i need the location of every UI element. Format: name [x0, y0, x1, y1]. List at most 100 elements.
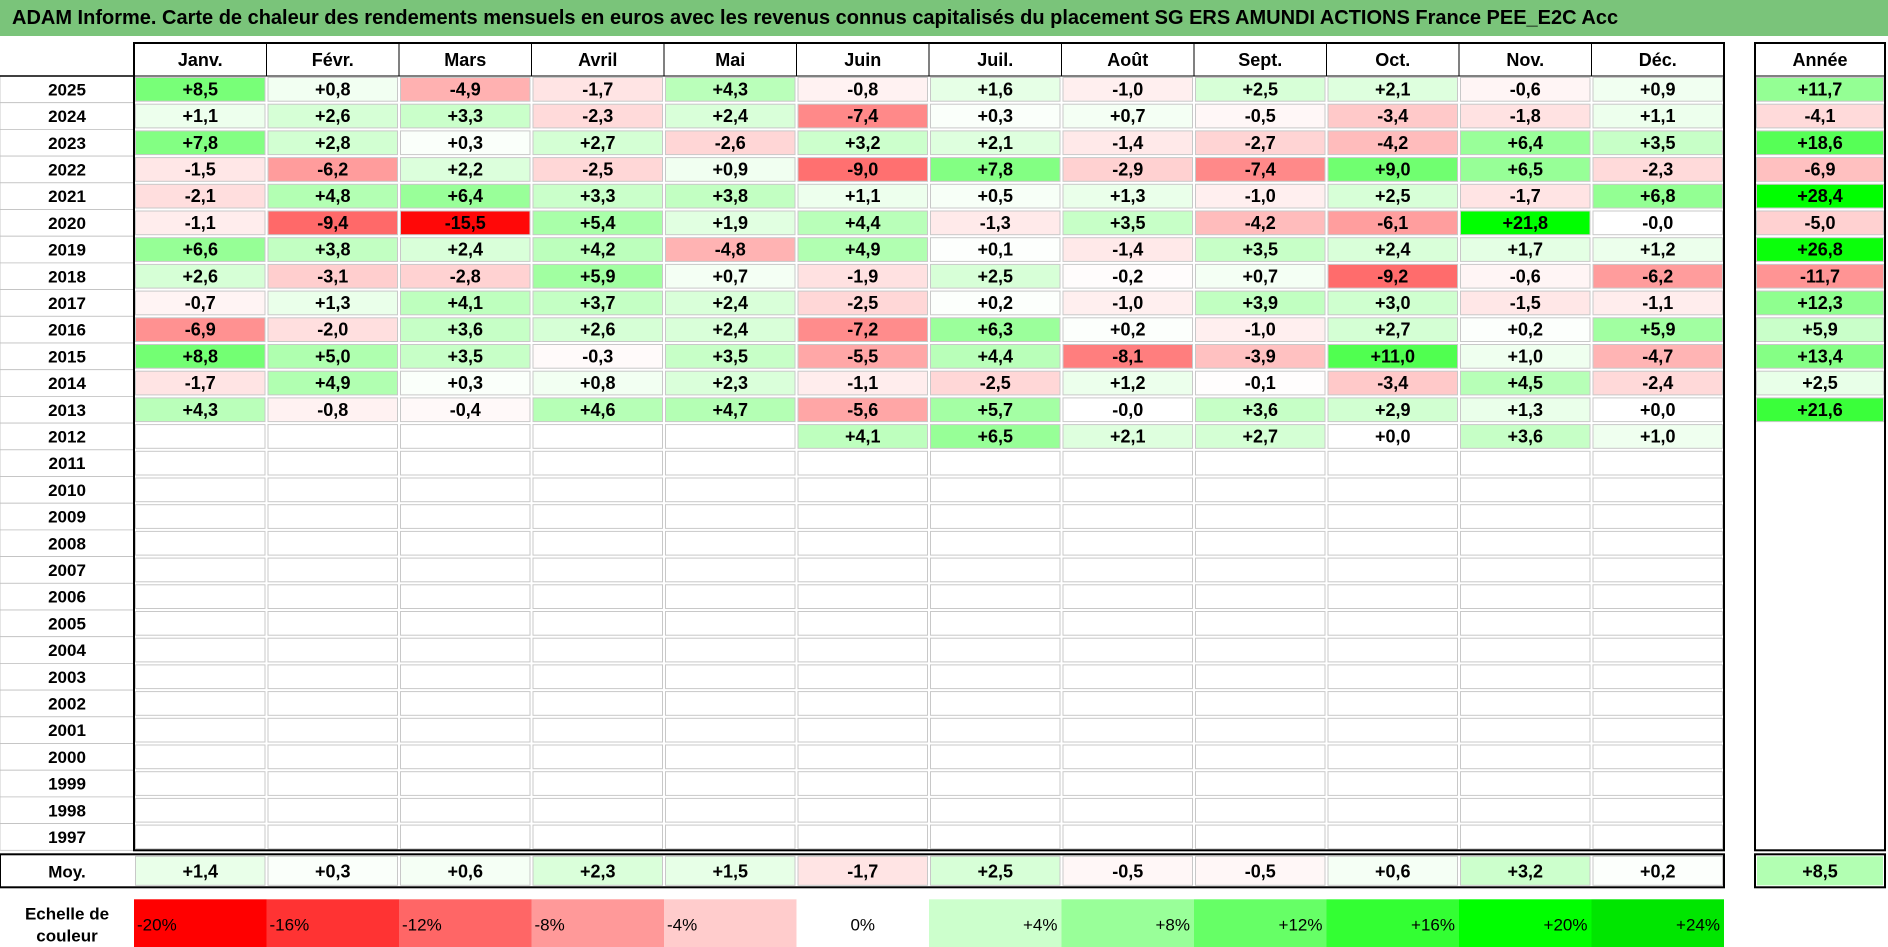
heatmap-cell: [1062, 530, 1193, 556]
cell-value: +2,4: [447, 240, 483, 260]
heatmap-cell: [930, 557, 1061, 583]
month-label: Juin: [844, 50, 881, 70]
heatmap-cell: [400, 424, 531, 449]
scale-value: +12%: [1279, 915, 1323, 934]
cell-value: +6,5: [977, 426, 1013, 446]
heatmap-cell: [400, 317, 531, 342]
heatmap-cell: [267, 530, 398, 556]
heatmap-cell: [400, 370, 531, 396]
cell-value: -0,6: [1510, 266, 1541, 286]
heatmap-cell: [1195, 611, 1326, 636]
average-value: +2,3: [580, 861, 616, 881]
cell-value: +2,6: [182, 266, 218, 286]
annual-cell: [1756, 237, 1884, 262]
heatmap-cell: [1460, 370, 1591, 396]
average-cell: [797, 855, 928, 886]
year-label: 2003: [48, 668, 86, 687]
year-cell: [0, 155, 135, 184]
heatmap-cell: [135, 797, 266, 823]
annual-cell: [1756, 424, 1884, 449]
cell-value: +4,6: [580, 400, 616, 420]
cell-value: +0,2: [977, 293, 1013, 313]
heatmap-cell: [400, 797, 531, 823]
cell-value: +0,7: [1242, 266, 1278, 286]
heatmap-cell: [930, 477, 1061, 503]
cell-value: -4,9: [450, 79, 481, 99]
annual-cell: [1756, 584, 1884, 609]
cell-value: -1,4: [1112, 240, 1143, 260]
heatmap-cell: [532, 557, 663, 583]
cell-value: +2,4: [712, 293, 748, 313]
month-label: Mai: [715, 50, 745, 70]
heatmap-cell: [665, 317, 796, 342]
heatmap-cell: [665, 611, 796, 636]
cell-value: -1,9: [847, 266, 878, 286]
heatmap-cell: [400, 103, 531, 129]
cell-value: +6,4: [1507, 133, 1543, 153]
cell-value: -3,4: [1377, 373, 1408, 393]
heatmap-cell: [400, 157, 531, 182]
cell-value: +2,2: [447, 159, 483, 179]
year-cell: [0, 609, 135, 638]
cell-value: -2,9: [1112, 159, 1143, 179]
cell-value: +4,4: [845, 213, 881, 233]
cell-value: -0,1: [1245, 373, 1276, 393]
cell-value: +0,0: [1640, 400, 1676, 420]
heatmap-cell: [1062, 210, 1193, 236]
cell-value: -4,7: [1642, 346, 1673, 366]
average-value: +0,6: [447, 861, 483, 881]
heatmap-cell: [1460, 771, 1591, 796]
heatmap-cell: [1460, 397, 1591, 423]
heatmap-cell: [135, 183, 266, 209]
year-label: 2015: [48, 347, 86, 366]
cell-value: +2,4: [1375, 240, 1411, 260]
heatmap-cell: [1592, 157, 1723, 182]
cell-value: -0,7: [185, 293, 216, 313]
cell-value: -6,9: [185, 320, 216, 340]
heatmap-cell: [532, 290, 663, 316]
cell-value: -0,3: [582, 346, 613, 366]
heatmap-cell: [1195, 637, 1326, 663]
heatmap-cell: [532, 210, 663, 236]
heatmap-cell: [797, 450, 928, 476]
average-cell: [400, 855, 531, 886]
annual-value: +28,4: [1797, 186, 1843, 206]
cell-value: -6,2: [317, 159, 348, 179]
heatmap-cell: [1460, 557, 1591, 583]
month-label: Déc.: [1639, 50, 1677, 70]
year-label: 2010: [48, 481, 86, 500]
heatmap-cell: [1195, 290, 1326, 316]
heatmap-cell: [665, 477, 796, 503]
cell-value: -2,5: [980, 373, 1011, 393]
heatmap-cell: [532, 530, 663, 556]
heatmap-cell: [135, 691, 266, 716]
heatmap-cell: [1195, 344, 1326, 369]
year-cell: [0, 582, 135, 611]
cell-value: +2,1: [1110, 426, 1146, 446]
heatmap-cell: [267, 717, 398, 743]
heatmap-cell: [1327, 424, 1458, 449]
heatmap-cell: [400, 397, 531, 423]
annual-cell: [1756, 157, 1884, 182]
heatmap-cell: [1062, 504, 1193, 529]
heatmap-cell: [267, 504, 398, 529]
heatmap-cell: [930, 183, 1061, 209]
cell-value: -1,4: [1112, 133, 1143, 153]
heatmap-cell: [532, 263, 663, 289]
heatmap-cell: [532, 584, 663, 609]
heatmap-cell: [1327, 744, 1458, 770]
heatmap-cell: [930, 584, 1061, 609]
cell-value: +4,8: [315, 186, 351, 206]
cell-value: -2,3: [582, 106, 613, 126]
heatmap-cell: [135, 450, 266, 476]
cell-value: +1,2: [1110, 373, 1146, 393]
heatmap-cell: [400, 530, 531, 556]
heatmap-cell: [1460, 450, 1591, 476]
heatmap-cell: [1195, 744, 1326, 770]
annual-cell: [1756, 290, 1884, 316]
heatmap-cell: [267, 317, 398, 342]
annual-cell: [1756, 798, 1884, 823]
cell-value: +1,3: [315, 293, 351, 313]
cell-value: -7,4: [1245, 159, 1276, 179]
year-label: 2009: [48, 508, 86, 527]
